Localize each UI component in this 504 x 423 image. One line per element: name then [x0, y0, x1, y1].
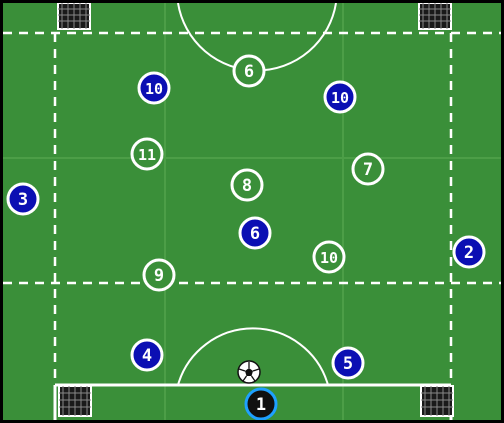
pitch-svg: 6 10 10 11 7 8 3 6 10 2 9 4 5 1 [3, 3, 501, 420]
player-circle [130, 137, 164, 171]
player-token-blue: 5 [331, 346, 365, 380]
player-circle [244, 387, 278, 420]
player-number: 10 [320, 249, 338, 267]
penalty-arc [177, 327, 329, 386]
player-token-keeper: 1 [244, 387, 278, 420]
player-token-blue: 10 [323, 80, 357, 114]
player-circle [232, 54, 266, 88]
soccer-ball-icon [237, 360, 261, 384]
player-token-blue: 3 [6, 182, 40, 216]
player-number: 8 [242, 176, 252, 196]
player-number: 4 [142, 346, 152, 366]
goal-net-icon [418, 3, 452, 30]
player-circle [137, 71, 171, 105]
player-token-white: 9 [142, 258, 176, 292]
player-number: 2 [464, 243, 474, 263]
goal-net-icon [57, 3, 91, 30]
player-circle [142, 258, 176, 292]
player-number: 7 [363, 160, 373, 180]
player-circle [230, 168, 264, 202]
player-token-white: 6 [232, 54, 266, 88]
player-token-white: 11 [130, 137, 164, 171]
player-number: 11 [138, 146, 156, 164]
player-token-white: 10 [312, 240, 346, 274]
player-circle [452, 235, 486, 269]
player-circle [331, 346, 365, 380]
players-layer: 6 10 10 11 7 8 3 6 10 2 9 4 5 1 [6, 54, 486, 420]
player-number: 1 [256, 395, 266, 415]
player-number: 6 [244, 62, 254, 82]
goal-net-icon [420, 385, 454, 417]
player-circle [130, 338, 164, 372]
player-number: 6 [250, 224, 260, 244]
player-token-blue: 2 [452, 235, 486, 269]
player-number: 9 [154, 266, 164, 286]
player-number: 3 [18, 190, 28, 210]
player-circle [323, 80, 357, 114]
dashed-zone-lines [3, 31, 501, 383]
player-token-white: 8 [230, 168, 264, 202]
player-token-blue: 6 [238, 216, 272, 250]
player-token-blue: 10 [137, 71, 171, 105]
player-circle [312, 240, 346, 274]
player-number: 5 [343, 354, 353, 374]
player-token-blue: 4 [130, 338, 164, 372]
player-number: 10 [331, 89, 349, 107]
player-circle [351, 152, 385, 186]
player-circle [6, 182, 40, 216]
player-token-white: 7 [351, 152, 385, 186]
player-number: 10 [145, 80, 163, 98]
player-circle [238, 216, 272, 250]
goal-net-icon [58, 385, 92, 417]
